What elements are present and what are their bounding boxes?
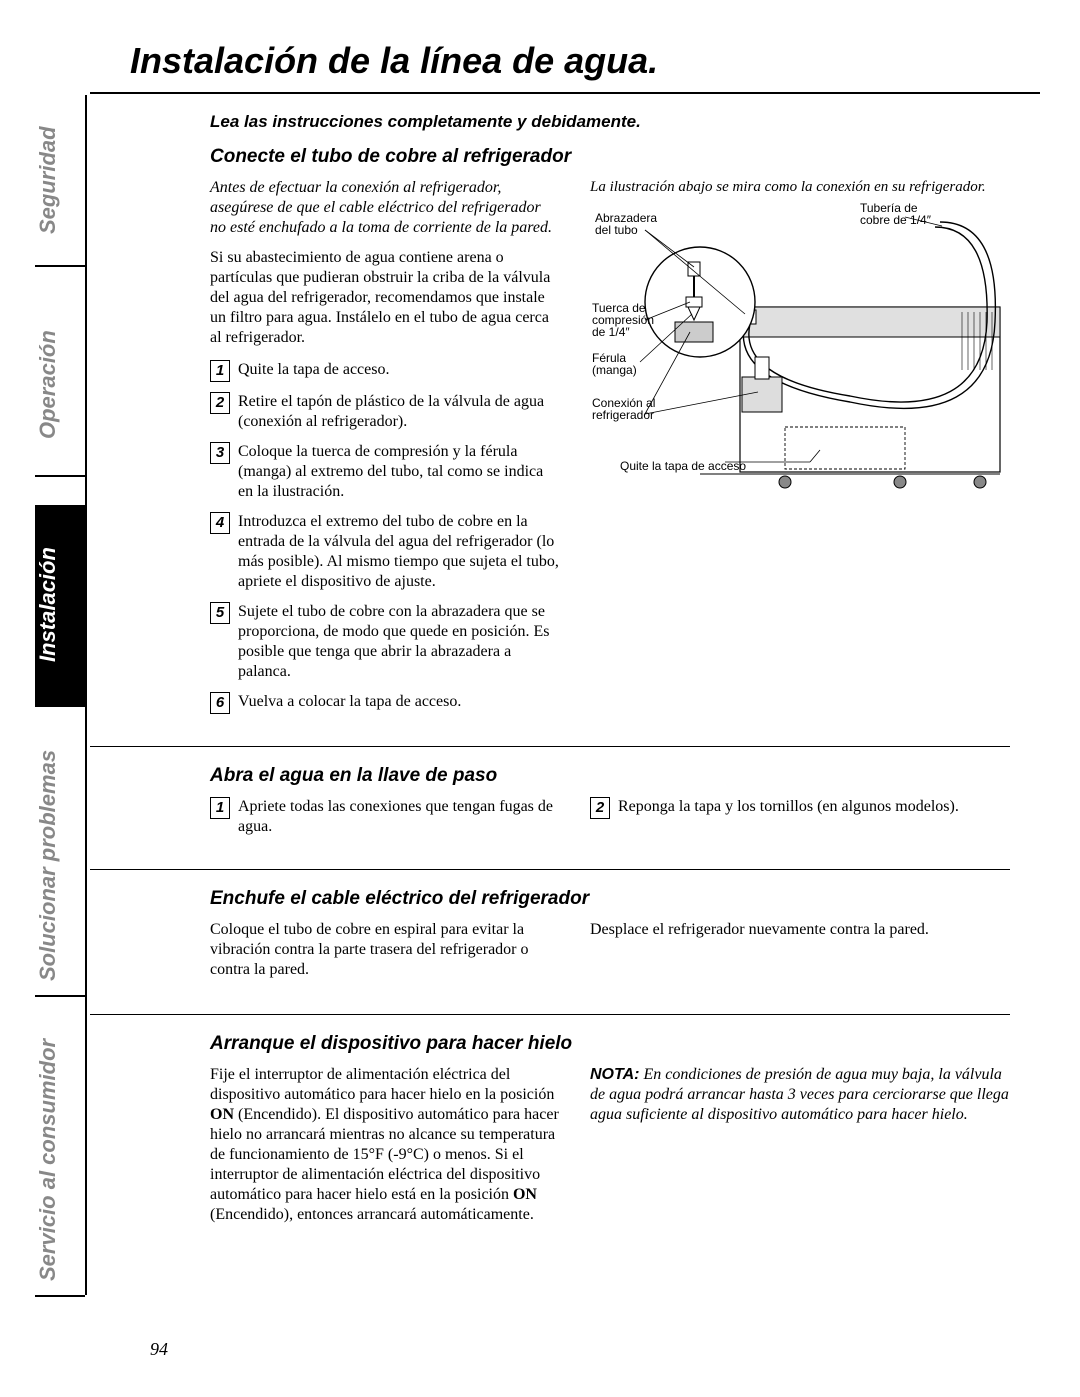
side-tabs: Seguridad Operación Instalación Solucion… <box>35 95 85 1295</box>
section-rule <box>90 869 1010 870</box>
plug-right-text: Desplace el refrigerador nuevamente cont… <box>590 920 1010 940</box>
tab-servicio[interactable]: Servicio al consumidor <box>35 1025 85 1295</box>
tab-operacion[interactable]: Operación <box>35 295 85 475</box>
tab-seguridad[interactable]: Seguridad <box>35 95 85 265</box>
lbl-tuberia: Tubería decobre de 1/4″ <box>860 202 932 227</box>
open-water-step-1: 1 Apriete todas las conexiones que tenga… <box>210 797 560 837</box>
lbl-tuerca: Tuerca decompresiónde 1/4″ <box>592 301 654 339</box>
step-number: 5 <box>210 602 230 624</box>
connect-left-col: Antes de efectuar la conexión al refrige… <box>210 178 560 724</box>
connect-step-1: 1 Quite la tapa de acceso. <box>210 360 560 382</box>
plug-columns: Coloque el tubo de cobre en espiral para… <box>210 920 1010 992</box>
open-water-columns: 1 Apriete todas las conexiones que tenga… <box>210 797 1010 847</box>
page-title: Instalación de la línea de agua. <box>130 40 1040 82</box>
step-number: 2 <box>590 797 610 819</box>
step-text: Quite la tapa de acceso. <box>238 360 389 380</box>
lbl-ferula: Férula(manga) <box>592 351 637 377</box>
heading-plug: Enchufe el cable eléctrico del refrigera… <box>210 888 1010 910</box>
plug-left-text: Coloque el tubo de cobre en espiral para… <box>210 920 560 980</box>
lbl-abrazadera: Abrazadera del tubo <box>595 211 660 237</box>
connect-step-2: 2 Retire el tapón de plástico de la válv… <box>210 392 560 432</box>
heading-start: Arranque el dispositivo para hacer hielo <box>210 1033 1010 1055</box>
step-number: 6 <box>210 692 230 714</box>
connection-diagram: Abrazadera del tubo Tubería decobre de 1… <box>590 202 1010 522</box>
connect-step-3: 3 Coloque la tuerca de compresión y la f… <box>210 442 560 502</box>
connect-step-4: 4 Introduzca el extremo del tubo de cobr… <box>210 512 560 592</box>
connect-step-5: 5 Sujete el tubo de cobre con la abrazad… <box>210 602 560 682</box>
content-region: Lea las instrucciones completamente y de… <box>210 112 1010 1237</box>
step-number: 1 <box>210 797 230 819</box>
page-number: 94 <box>150 1339 168 1360</box>
step-text: Vuelva a colocar la tapa de acceso. <box>238 692 461 712</box>
step-text: Retire el tapón de plástico de la válvul… <box>238 392 560 432</box>
tab-instalacion[interactable]: Instalación <box>35 505 85 705</box>
step-text: Apriete todas las conexiones que tengan … <box>238 797 560 837</box>
step-number: 3 <box>210 442 230 464</box>
connect-step-6: 6 Vuelva a colocar la tapa de acceso. <box>210 692 560 714</box>
diagram-caption: La ilustración abajo se mira como la con… <box>590 178 1010 196</box>
start-left-text: Fije el interruptor de alimentación eléc… <box>210 1065 560 1225</box>
lead-instruction: Lea las instrucciones completamente y de… <box>210 112 1010 132</box>
open-water-step-2: 2 Reponga la tapa y los tornillos (en al… <box>590 797 1010 819</box>
heading-open-water: Abra el agua en la llave de paso <box>210 765 1010 787</box>
start-columns: Fije el interruptor de alimentación eléc… <box>210 1065 1010 1237</box>
start-note: NOTA: En condiciones de presión de agua … <box>590 1065 1010 1125</box>
connect-columns: Antes de efectuar la conexión al refrige… <box>210 178 1010 724</box>
connect-intro-italic: Antes de efectuar la conexión al refrige… <box>210 178 560 238</box>
title-rule <box>90 92 1040 94</box>
step-number: 4 <box>210 512 230 534</box>
connect-right-col: La ilustración abajo se mira como la con… <box>590 178 1010 724</box>
step-number: 1 <box>210 360 230 382</box>
step-text: Reponga la tapa y los tornillos (en algu… <box>618 797 959 817</box>
heading-connect: Conecte el tubo de cobre al refrigerador <box>210 146 1010 168</box>
section-rule <box>90 746 1010 747</box>
section-rule <box>90 1014 1010 1015</box>
step-text: Coloque la tuerca de compresión y la fér… <box>238 442 560 502</box>
step-text: Introduzca el extremo del tubo de cobre … <box>238 512 560 592</box>
lbl-tapa: Quite la tapa de acceso <box>620 459 746 473</box>
step-number: 2 <box>210 392 230 414</box>
connect-intro-body: Si su abastecimiento de agua contiene ar… <box>210 248 560 348</box>
lbl-conexion: Conexión alrefrigerador <box>592 396 655 422</box>
step-text: Sujete el tubo de cobre con la abrazader… <box>238 602 560 682</box>
tab-solucionar[interactable]: Solucionar problemas <box>35 735 85 995</box>
page-container: Seguridad Operación Instalación Solucion… <box>90 40 1040 1360</box>
